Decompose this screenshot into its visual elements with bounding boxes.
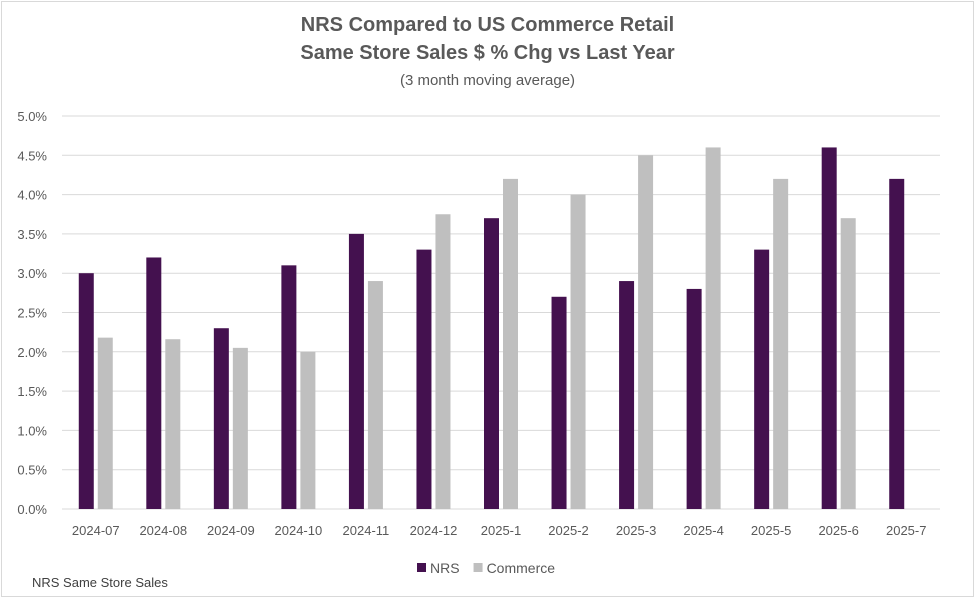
bar-commerce-2025-1 — [503, 178, 518, 509]
bar-commerce-2024-07 — [97, 337, 113, 509]
y-tick-label: 0.5% — [17, 463, 47, 478]
bar-nrs-2025-3 — [619, 281, 635, 509]
bar-commerce-2024-09 — [232, 347, 248, 509]
bar-nrs-2024-11 — [348, 233, 364, 509]
x-tick-label: 2024-08 — [139, 523, 187, 538]
y-tick-label: 3.0% — [17, 266, 47, 281]
bar-commerce-2025-3 — [638, 155, 654, 510]
bar-nrs-2024-07 — [78, 273, 94, 509]
y-axis-ticks: 0.0% 0.5% 1.0% 1.5% 2.0% 2.5% 3.0% 3.5% 4.0% 4.5%… — [17, 109, 47, 517]
y-tick-label: 4.0% — [17, 188, 47, 203]
legend-swatch-commerce — [473, 563, 483, 572]
x-tick-label: 2024-12 — [410, 523, 458, 538]
bar-nrs-2025-1 — [484, 218, 499, 509]
chart-subtitle-note: (3 month moving average) — [399, 72, 576, 89]
x-tick-label: 2025-7 — [886, 523, 926, 538]
y-tick-label: 2.5% — [17, 306, 47, 321]
bar-commerce-2024-10 — [300, 351, 316, 509]
legend-label-commerce: Commerce — [487, 560, 556, 576]
x-tick-label: 2024-10 — [275, 523, 323, 538]
legend-swatch-nrs — [417, 563, 426, 572]
chart-subtitle: Same Store Sales $ % Chg vs Last Year — [300, 42, 675, 64]
y-tick-label: 5.0% — [17, 109, 47, 124]
y-tick-label: 1.5% — [17, 384, 47, 399]
bar-commerce-2025-5 — [773, 178, 789, 509]
bar-nrs-2024-09 — [213, 328, 229, 509]
x-tick-label: 2025-2 — [548, 523, 588, 538]
y-tick-label: 3.5% — [17, 227, 47, 242]
bar-commerce-2025-6 — [840, 218, 856, 509]
bar-nrs-2025-2 — [551, 296, 567, 509]
bar-nrs-2025-7 — [889, 178, 905, 509]
x-tick-label: 2024-09 — [207, 523, 255, 538]
x-tick-label: 2025-4 — [683, 523, 723, 538]
x-axis-ticks: 2024-07 2024-08 2024-09 2024-10 2024-11 2024-… — [72, 523, 927, 538]
x-tick-label: 2025-3 — [616, 523, 656, 538]
bars — [78, 147, 905, 510]
x-tick-label: 2025-1 — [481, 523, 521, 538]
bar-commerce-2025-4 — [705, 147, 721, 509]
chart-title: NRS Compared to US Commerce Retail — [300, 14, 675, 36]
legend: NRS Commerce — [417, 560, 555, 576]
y-tick-label: 1.0% — [17, 423, 47, 438]
y-tick-label: 0.0% — [17, 502, 47, 517]
legend-label-nrs: NRS — [430, 560, 460, 576]
bar-nrs-2025-5 — [754, 249, 770, 509]
bar-commerce-2024-12 — [435, 214, 451, 509]
x-tick-label: 2024-11 — [343, 523, 390, 538]
bar-nrs-2024-08 — [146, 257, 162, 509]
x-tick-label: 2025-6 — [818, 523, 858, 538]
x-tick-label: 2024-07 — [72, 523, 120, 538]
gridlines — [62, 115, 940, 510]
bar-nrs-2025-6 — [821, 147, 837, 509]
y-tick-label: 2.0% — [17, 345, 47, 360]
y-tick-label: 4.5% — [17, 148, 47, 163]
bar-nrs-2024-10 — [281, 265, 297, 509]
bar-commerce-2025-2 — [570, 194, 586, 509]
bar-nrs-2025-4 — [686, 288, 702, 509]
bar-commerce-2024-08 — [165, 339, 181, 509]
bar-nrs-2024-12 — [416, 249, 432, 509]
bar-commerce-2024-11 — [367, 281, 383, 509]
x-tick-label: 2025-5 — [751, 523, 791, 538]
footnote: NRS Same Store Sales — [32, 575, 168, 590]
